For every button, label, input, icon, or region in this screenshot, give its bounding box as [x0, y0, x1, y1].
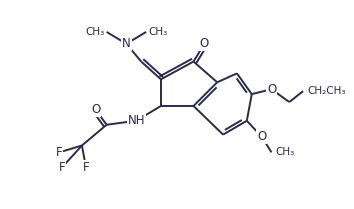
Text: O: O [257, 130, 266, 143]
Text: NH: NH [127, 114, 145, 127]
Text: O: O [267, 83, 276, 96]
Text: O: O [200, 37, 209, 50]
Text: CH₂CH₃: CH₂CH₃ [307, 86, 346, 96]
Text: F: F [56, 146, 63, 159]
Text: O: O [91, 103, 101, 116]
Text: N: N [122, 37, 131, 50]
Text: F: F [82, 161, 89, 174]
Text: F: F [59, 161, 65, 174]
Text: CH₃: CH₃ [148, 27, 167, 37]
Text: CH₃: CH₃ [275, 147, 295, 157]
Text: CH₃: CH₃ [85, 27, 105, 37]
